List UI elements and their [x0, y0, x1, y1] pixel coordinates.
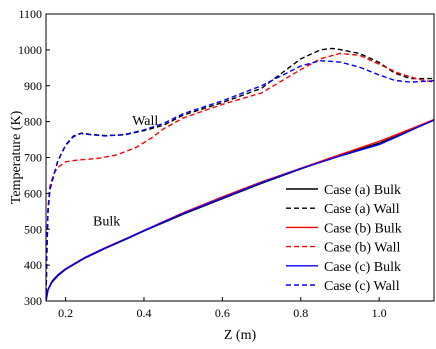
y-tick-label: 900 [24, 79, 42, 93]
legend-item: Case (c) Wall [286, 279, 400, 294]
series-line-case-b-wall [46, 52, 434, 301]
legend-item: Case (a) Wall [286, 202, 400, 217]
legend-label: Case (a) Wall [324, 202, 400, 217]
legend-label: Case (c) Wall [324, 279, 400, 294]
y-tick-label: 1100 [18, 7, 42, 21]
series-line-case-c-wall [46, 59, 434, 301]
annotation-bulk: Bulk [93, 215, 120, 230]
y-tick-label: 700 [24, 151, 42, 165]
legend-label: Case (b) Wall [324, 241, 400, 256]
legend-label: Case (c) Bulk [324, 260, 401, 275]
y-tick-label: 600 [24, 186, 42, 200]
x-tick-label: 0.2 [58, 306, 73, 320]
legend-label: Case (b) Bulk [324, 221, 402, 236]
legend: Case (a) Bulk Case (a) Wall Case (b) Bulk C… [286, 183, 402, 294]
y-tick-label: 500 [24, 222, 42, 236]
y-tick-label: 1000 [18, 43, 42, 57]
axes-layer: 0.2 0.4 0.6 0.8 1.0 300 400 500 600 700 800 900 1000… [18, 7, 435, 320]
legend-item: Case (a) Bulk [286, 183, 401, 198]
y-axis-label: Temperature (K) [9, 110, 24, 204]
y-tick-label: 800 [24, 115, 42, 129]
x-tick-label: 0.6 [215, 306, 230, 320]
legend-label: Case (a) Bulk [324, 183, 401, 198]
annotation-wall: Wall [132, 114, 158, 129]
y-tick-label: 400 [24, 258, 42, 272]
x-tick-label: 0.8 [293, 306, 308, 320]
y-tick-label: 300 [24, 294, 42, 308]
legend-item: Case (b) Wall [286, 241, 400, 256]
x-tick-label: 1.0 [372, 306, 387, 320]
x-axis-label: Z (m) [224, 328, 257, 343]
series-layer [46, 47, 434, 301]
x-tick-label: 0.4 [136, 306, 151, 320]
legend-item: Case (c) Bulk [286, 260, 401, 275]
plot-frame [45, 13, 435, 302]
series-line-case-c-bulk [46, 119, 434, 301]
legend-item: Case (b) Bulk [286, 221, 402, 236]
annotation-layer: Wall Bulk [93, 114, 158, 229]
